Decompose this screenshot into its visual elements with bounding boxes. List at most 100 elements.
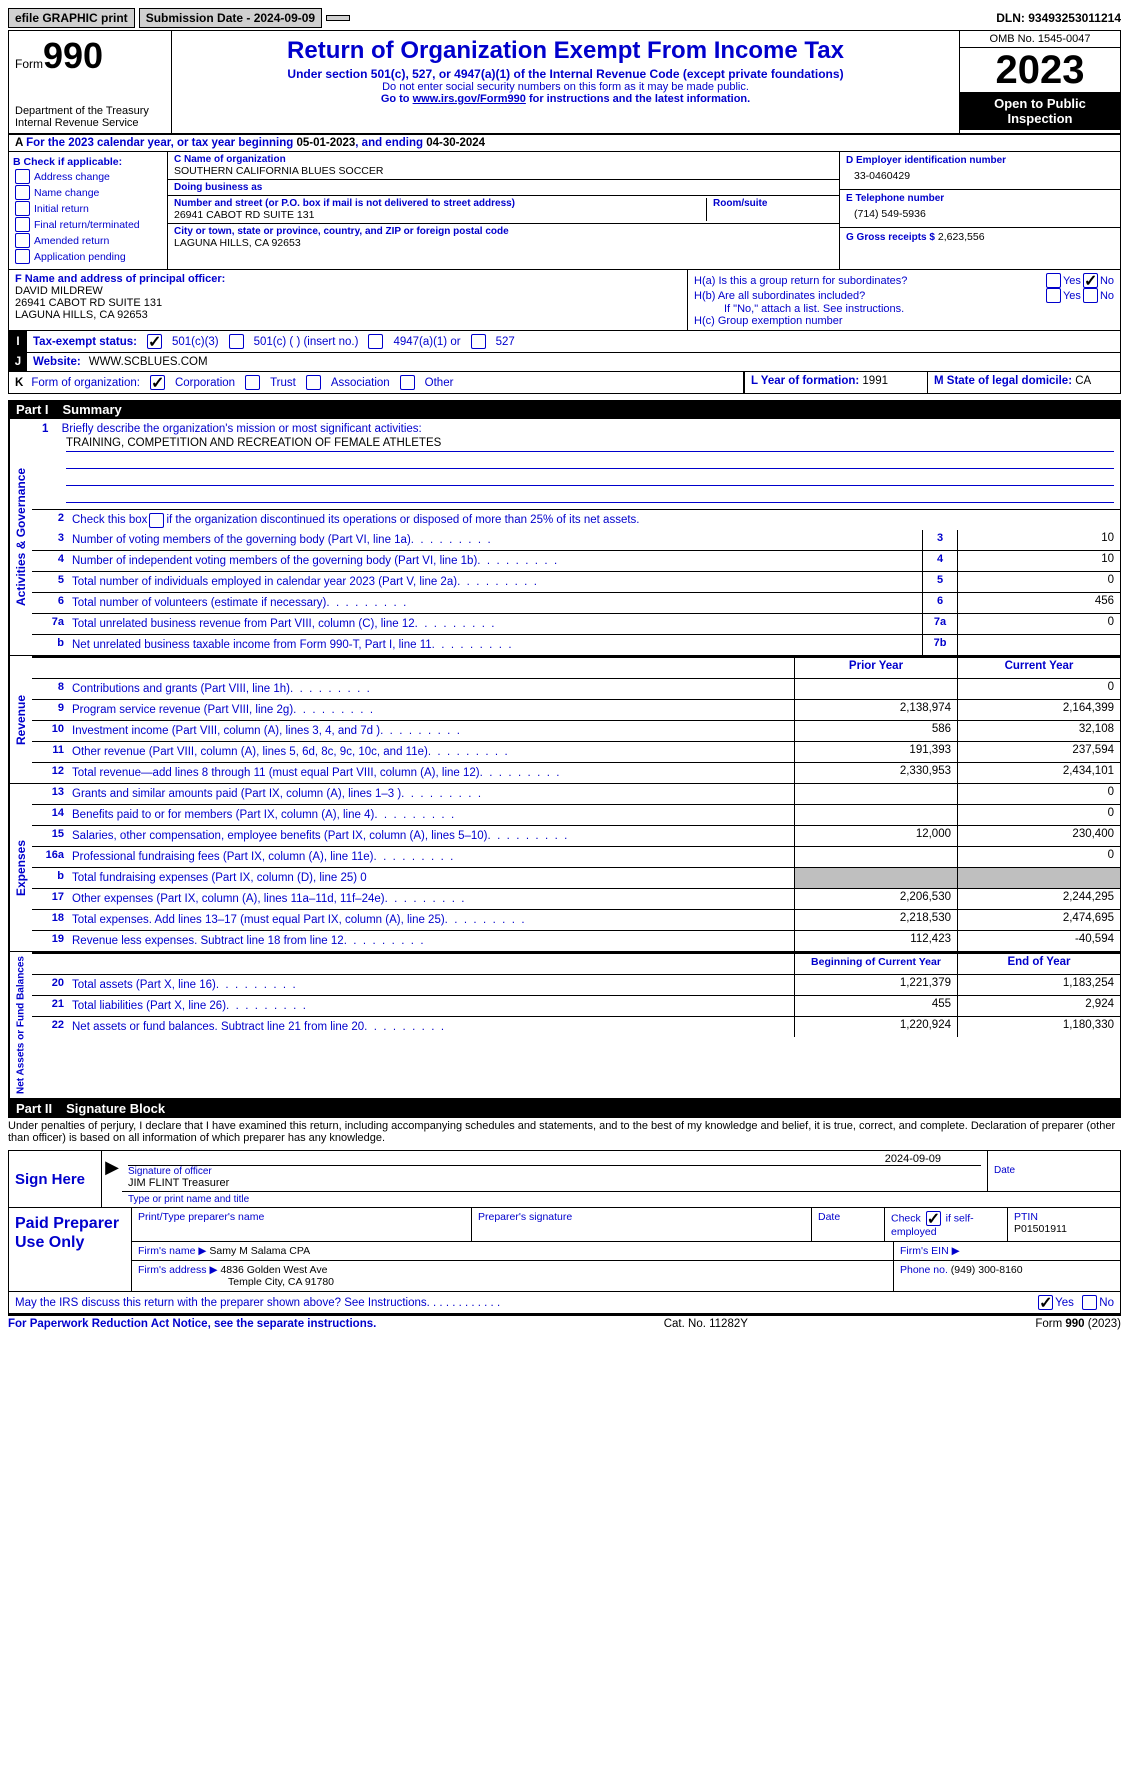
firm-addr-label: Firm's address — [138, 1264, 209, 1276]
discontinued-checkbox[interactable] — [149, 513, 164, 528]
dba-label: Doing business as — [174, 182, 833, 193]
opt-501c3: 501(c)(3) — [172, 336, 219, 348]
hb-no-checkbox[interactable] — [1083, 288, 1098, 303]
ha-yes-checkbox[interactable] — [1046, 273, 1061, 288]
officer-name: DAVID MILDREW — [15, 285, 103, 297]
perjury-declaration: Under penalties of perjury, I declare th… — [8, 1118, 1121, 1146]
summary-line: 14Benefits paid to or for members (Part … — [32, 805, 1120, 826]
ein-cell: D Employer identification number 33-0460… — [840, 152, 1120, 190]
part-1-header: Part I Summary — [8, 400, 1121, 419]
firm-addr-2: Temple City, CA 91780 — [138, 1276, 334, 1288]
year-formation: L Year of formation: 1991 — [744, 372, 927, 393]
row-i: I Tax-exempt status: 501(c)(3) 501(c) ( … — [9, 331, 1120, 353]
opt-address-change[interactable]: Address change — [13, 169, 163, 184]
opt-application-pending[interactable]: Application pending — [13, 249, 163, 264]
hc-label: H(c) Group exemption number — [694, 315, 1114, 327]
part-2-tag: Part II — [16, 1101, 52, 1116]
4947-checkbox[interactable] — [368, 334, 383, 349]
trust-checkbox[interactable] — [245, 375, 260, 390]
dln-label: DLN: 93493253011214 — [996, 11, 1121, 25]
summary-line: 20Total assets (Part X, line 16)1,221,37… — [32, 975, 1120, 996]
form-subtitle-2: Do not enter social security numbers on … — [178, 81, 953, 93]
discuss-no-checkbox[interactable] — [1082, 1295, 1097, 1310]
sig-officer-label: Signature of officer — [128, 1166, 212, 1177]
corp-checkbox[interactable] — [150, 375, 165, 390]
discuss-yes-checkbox[interactable] — [1038, 1295, 1053, 1310]
col-b-header: B Check if applicable: — [13, 156, 163, 168]
self-employed-label: Check — [891, 1212, 924, 1224]
header-mid: Return of Organization Exempt From Incom… — [172, 31, 959, 133]
mission-label: Briefly describe the organization's miss… — [62, 423, 422, 435]
527-checkbox[interactable] — [471, 334, 486, 349]
arrow-icon: ▶ — [102, 1151, 122, 1207]
opt-amended-return[interactable]: Amended return — [13, 233, 163, 248]
paperwork-notice: For Paperwork Reduction Act Notice, see … — [8, 1318, 376, 1330]
tax-year: 2023 — [960, 48, 1120, 92]
header-left: Form990 Department of the Treasury Inter… — [9, 31, 172, 133]
opt-name-change[interactable]: Name change — [13, 185, 163, 200]
summary-line: 15Salaries, other compensation, employee… — [32, 826, 1120, 847]
tax-exempt-label: Tax-exempt status: — [33, 336, 137, 348]
efile-print-button[interactable]: efile GRAPHIC print — [8, 8, 135, 28]
form-title: Return of Organization Exempt From Incom… — [178, 37, 953, 65]
city-cell: City or town, state or province, country… — [168, 224, 839, 251]
sig-officer-name: JIM FLINT Treasurer — [128, 1177, 229, 1189]
summary-line: 7aTotal unrelated business revenue from … — [32, 614, 1120, 635]
assoc-checkbox[interactable] — [306, 375, 321, 390]
phone-cell: E Telephone number (714) 549-5936 — [840, 190, 1120, 228]
form-subtitle-3: Go to www.irs.gov/Form990 for instructio… — [178, 93, 953, 105]
org-name: SOUTHERN CALIFORNIA BLUES SOCCER — [174, 165, 833, 177]
sig-date-value: 2024-09-09 — [885, 1153, 981, 1165]
ha-no-checkbox[interactable] — [1083, 273, 1098, 288]
opt-corp: Corporation — [175, 377, 235, 389]
form-ref: Form 990 (2023) — [1035, 1318, 1121, 1330]
opt-initial-return[interactable]: Initial return — [13, 201, 163, 216]
page-footer: For Paperwork Reduction Act Notice, see … — [8, 1314, 1121, 1332]
501c3-checkbox[interactable] — [147, 334, 162, 349]
summary-line: 22Net assets or fund balances. Subtract … — [32, 1017, 1120, 1037]
summary-line: bTotal fundraising expenses (Part IX, co… — [32, 868, 1120, 889]
summary-line: 3Number of voting members of the governi… — [32, 530, 1120, 551]
signature-block: Under penalties of perjury, I declare th… — [8, 1118, 1121, 1314]
phone-value: (714) 549-5936 — [846, 204, 1114, 224]
form-org-label: Form of organization: — [31, 377, 140, 389]
cat-no: Cat. No. 11282Y — [664, 1318, 748, 1330]
year-formation-label: L Year of formation: — [751, 375, 862, 387]
vtab-net-assets: Net Assets or Fund Balances — [9, 952, 32, 1098]
hb-note: If "No," attach a list. See instructions… — [694, 303, 1114, 315]
row-j: J Website: WWW.SCBLUES.COM — [9, 353, 1120, 372]
expenses-section: Expenses 13Grants and similar amounts pa… — [8, 784, 1121, 952]
room-label: Room/suite — [713, 198, 833, 209]
form-header: Form990 Department of the Treasury Inter… — [8, 30, 1121, 135]
paid-preparer-label: Paid Preparer Use Only — [9, 1208, 132, 1291]
begin-year-header: Beginning of Current Year — [794, 954, 957, 974]
hb-yes-checkbox[interactable] — [1046, 288, 1061, 303]
summary-line: 11Other revenue (Part VIII, column (A), … — [32, 742, 1120, 763]
submission-date-label: Submission Date - 2024-09-09 — [139, 8, 322, 28]
website-label: Website: — [33, 356, 81, 368]
form-ref-post: (2023) — [1085, 1318, 1121, 1330]
opt-other: Other — [425, 377, 454, 389]
city-value: LAGUNA HILLS, CA 92653 — [174, 237, 833, 249]
row-fh: F Name and address of principal officer:… — [8, 270, 1121, 331]
summary-line: 5Total number of individuals employed in… — [32, 572, 1120, 593]
self-employed-checkbox[interactable] — [926, 1211, 941, 1226]
row-i-tag: I — [9, 331, 27, 352]
part-1-tag: Part I — [16, 402, 49, 417]
opt-final-return[interactable]: Final return/terminated — [13, 217, 163, 232]
other-checkbox[interactable] — [400, 375, 415, 390]
discuss-row: May the IRS discuss this return with the… — [8, 1292, 1121, 1314]
form-word: Form — [15, 57, 43, 71]
col-b-checkboxes: B Check if applicable: Address change Na… — [9, 152, 168, 269]
vtab-governance: Activities & Governance — [9, 419, 32, 655]
prep-name-label: Print/Type preparer's name — [138, 1211, 264, 1223]
tax-year-end: 04-30-2024 — [426, 137, 485, 149]
omb-number: OMB No. 1545-0047 — [960, 31, 1120, 48]
irs-link[interactable]: www.irs.gov/Form990 — [413, 93, 526, 105]
501c-checkbox[interactable] — [229, 334, 244, 349]
sig-date-label: Date — [994, 1165, 1015, 1176]
gross-receipts-label: G Gross receipts $ — [846, 232, 935, 243]
row-k: K Form of organization: Corporation Trus… — [9, 372, 1120, 393]
prior-year-header: Prior Year — [794, 658, 957, 678]
mission-line-4 — [66, 488, 1114, 503]
